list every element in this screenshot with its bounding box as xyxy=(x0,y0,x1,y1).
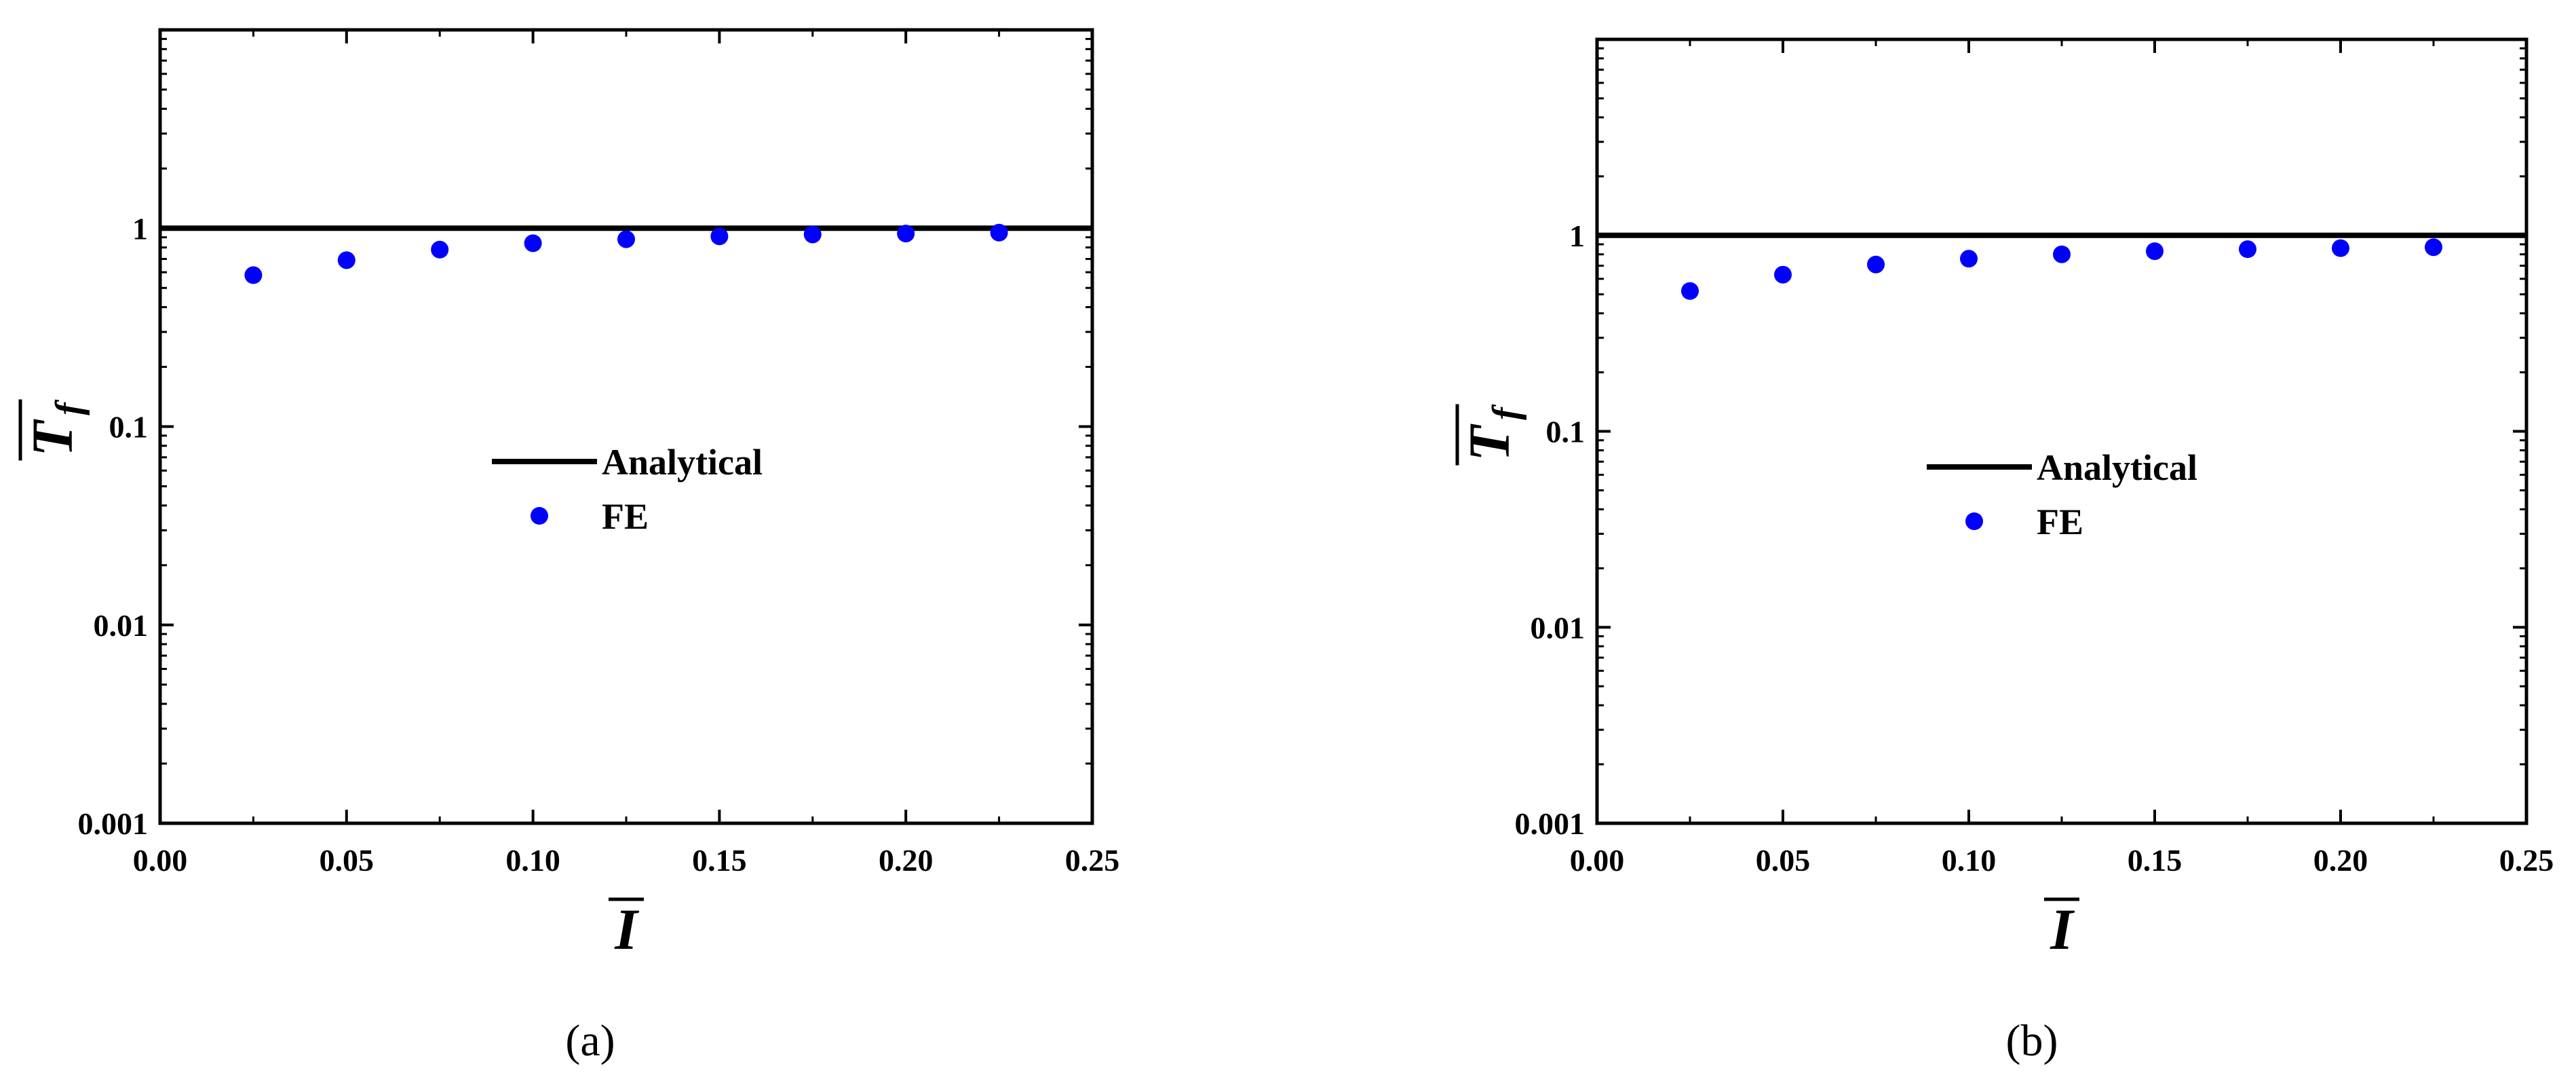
x-tick-label: 0.15 xyxy=(2128,843,2183,878)
y-tick-label: 0.01 xyxy=(94,608,149,643)
fe-data-point xyxy=(431,240,449,259)
fe-data-point xyxy=(803,225,822,244)
fe-data-point xyxy=(2425,238,2442,257)
fe-data-point xyxy=(617,230,635,248)
y-tick-label: 0.001 xyxy=(78,806,149,841)
legend-label-analytical: Analytical xyxy=(602,442,763,483)
legend-label-fe: FE xyxy=(602,496,649,537)
fe-data-point xyxy=(990,223,1008,242)
legend-marker-swatch xyxy=(1965,512,1983,530)
y-tick-label: 1 xyxy=(132,211,148,246)
fe-data-point xyxy=(2053,245,2071,263)
y-axis-title-subscript: f xyxy=(48,399,90,415)
y-tick-label: 0.1 xyxy=(109,410,149,445)
fe-data-point xyxy=(897,225,915,243)
y-axis-title: T xyxy=(1457,424,1522,462)
legend-marker-swatch xyxy=(531,507,548,525)
x-tick-label: 0.15 xyxy=(692,843,747,878)
panel-label: (b) xyxy=(2006,1016,2058,1066)
fe-data-point xyxy=(1681,282,1699,300)
y-axis-title-group: Tf xyxy=(18,399,90,461)
x-tick-label: 0.05 xyxy=(320,843,374,878)
plot-frame xyxy=(1595,37,2529,825)
y-tick-label: 1 xyxy=(1569,219,1585,253)
fe-data-point xyxy=(1960,250,1978,268)
fe-data-point xyxy=(2239,240,2256,259)
y-axis-title-group: Tf xyxy=(1455,404,1527,466)
x-tick-label: 0.20 xyxy=(2313,843,2368,878)
panel-label: (a) xyxy=(565,1016,615,1066)
fe-data-point xyxy=(2146,242,2164,261)
fe-data-point xyxy=(1774,265,1792,284)
y-axis-title: T xyxy=(20,419,85,457)
y-tick-label: 0.1 xyxy=(1546,415,1585,449)
chart-panel-b: 0.001 0.01 0.1 1 0.00 0.05 0.10 0.15 0.20 0.25 Ana… xyxy=(1455,37,2554,1066)
fe-data-point xyxy=(710,227,729,246)
fe-data-point xyxy=(1867,255,1885,274)
x-tick-label: 0.20 xyxy=(879,843,934,878)
plot-frame xyxy=(158,28,1094,825)
y-tick-label: 0.001 xyxy=(1515,806,1585,841)
y-axis-title-subscript: f xyxy=(1485,404,1527,420)
fe-data-point xyxy=(337,251,355,269)
fe-data-point xyxy=(244,266,263,284)
legend-label-analytical: Analytical xyxy=(2037,447,2197,488)
legend-label-fe: FE xyxy=(2037,502,2083,542)
x-tick-label: 0.25 xyxy=(2499,843,2554,878)
x-tick-label: 0.10 xyxy=(1942,843,1997,878)
x-tick-label: 0.00 xyxy=(1570,843,1625,878)
x-axis-title: I xyxy=(614,897,639,962)
y-tick-label: 0.01 xyxy=(1531,610,1585,645)
x-tick-label: 0.25 xyxy=(1065,843,1120,878)
fe-data-point xyxy=(2332,239,2349,257)
x-tick-label: 0.00 xyxy=(133,843,188,878)
chart-panel-a: 0.001 0.01 0.1 1 0.00 0.05 0.10 0.15 0.20 0.25 Ana… xyxy=(18,28,1120,1066)
x-tick-label: 0.05 xyxy=(1756,843,1811,878)
fe-data-point xyxy=(524,234,542,252)
x-axis-title: I xyxy=(2050,897,2075,962)
x-tick-label: 0.10 xyxy=(505,843,560,878)
